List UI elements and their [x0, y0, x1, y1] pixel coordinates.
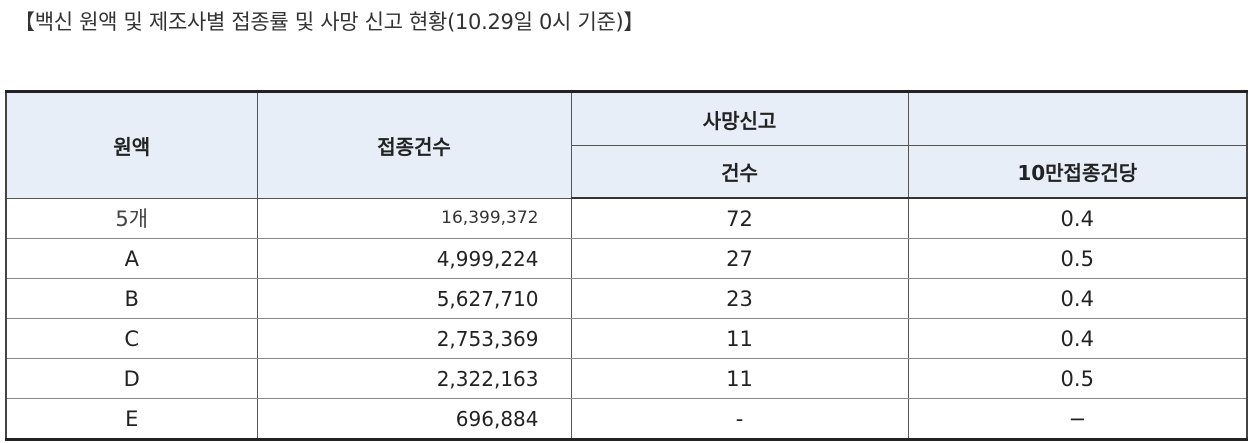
vaccine-death-report-table: 원액 접종건수 사망신고 건수 10만접종건당 5개 16,399,372 72… [5, 90, 1248, 441]
table-caption: 【백신 원액 및 제조사별 접종률 및 사망 신고 현황(10.29일 0시 기… [14, 10, 645, 34]
row-name: D [5, 358, 258, 399]
row-name: 5개 [5, 198, 258, 239]
row-rate: 0.4 [907, 198, 1248, 239]
row-doses: 4,999,224 [256, 238, 572, 279]
table-row: D 2,322,163 11 0.5 [5, 358, 1248, 399]
row-rate: 0.4 [907, 278, 1248, 319]
row-name: A [5, 238, 258, 279]
row-doses: 2,322,163 [256, 358, 572, 399]
row-rate: 0.5 [907, 238, 1248, 279]
row-count: 23 [570, 278, 909, 319]
row-count: - [570, 398, 909, 440]
row-count: 72 [570, 198, 909, 239]
table-row: B 5,627,710 23 0.4 [5, 278, 1248, 319]
header-stock: 원액 [5, 91, 258, 199]
row-doses: 5,627,710 [256, 278, 572, 319]
table-row: A 4,999,224 27 0.5 [5, 238, 1248, 279]
header-per-100k: 10만접종건당 [907, 145, 1248, 199]
row-count: 11 [570, 358, 909, 399]
row-rate: − [907, 398, 1248, 440]
row-rate: 0.4 [907, 318, 1248, 359]
row-doses: 2,753,369 [256, 318, 572, 359]
table-row: E 696,884 - − [5, 398, 1248, 440]
header-death-reports: 사망신고 [570, 91, 909, 146]
table-row: 5개 16,399,372 72 0.4 [5, 198, 1248, 239]
row-name: C [5, 318, 258, 359]
row-doses: 16,399,372 [256, 198, 572, 239]
row-name: B [5, 278, 258, 319]
row-name: E [5, 398, 258, 440]
header-doses: 접종건수 [256, 91, 572, 199]
header-blank [907, 91, 1248, 146]
row-count: 11 [570, 318, 909, 359]
row-rate: 0.5 [907, 358, 1248, 399]
header-count: 건수 [570, 145, 909, 199]
row-doses: 696,884 [256, 398, 572, 440]
table-row: C 2,753,369 11 0.4 [5, 318, 1248, 359]
row-count: 27 [570, 238, 909, 279]
